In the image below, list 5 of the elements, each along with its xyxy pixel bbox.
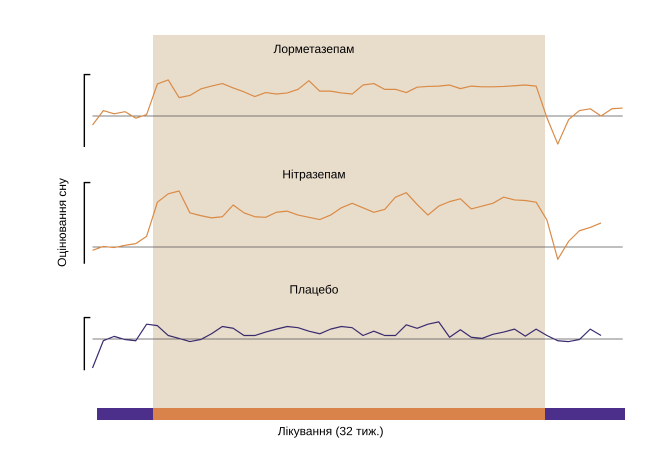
y-axis-title: Оцінювання сну: [57, 178, 68, 266]
chart-title: Нітразепам: [283, 170, 345, 181]
chart-title: Плацебо: [290, 284, 338, 296]
chart-title: Лорметазепам: [274, 44, 354, 56]
x-axis-title: Лікування (32 тиж.): [278, 426, 383, 438]
